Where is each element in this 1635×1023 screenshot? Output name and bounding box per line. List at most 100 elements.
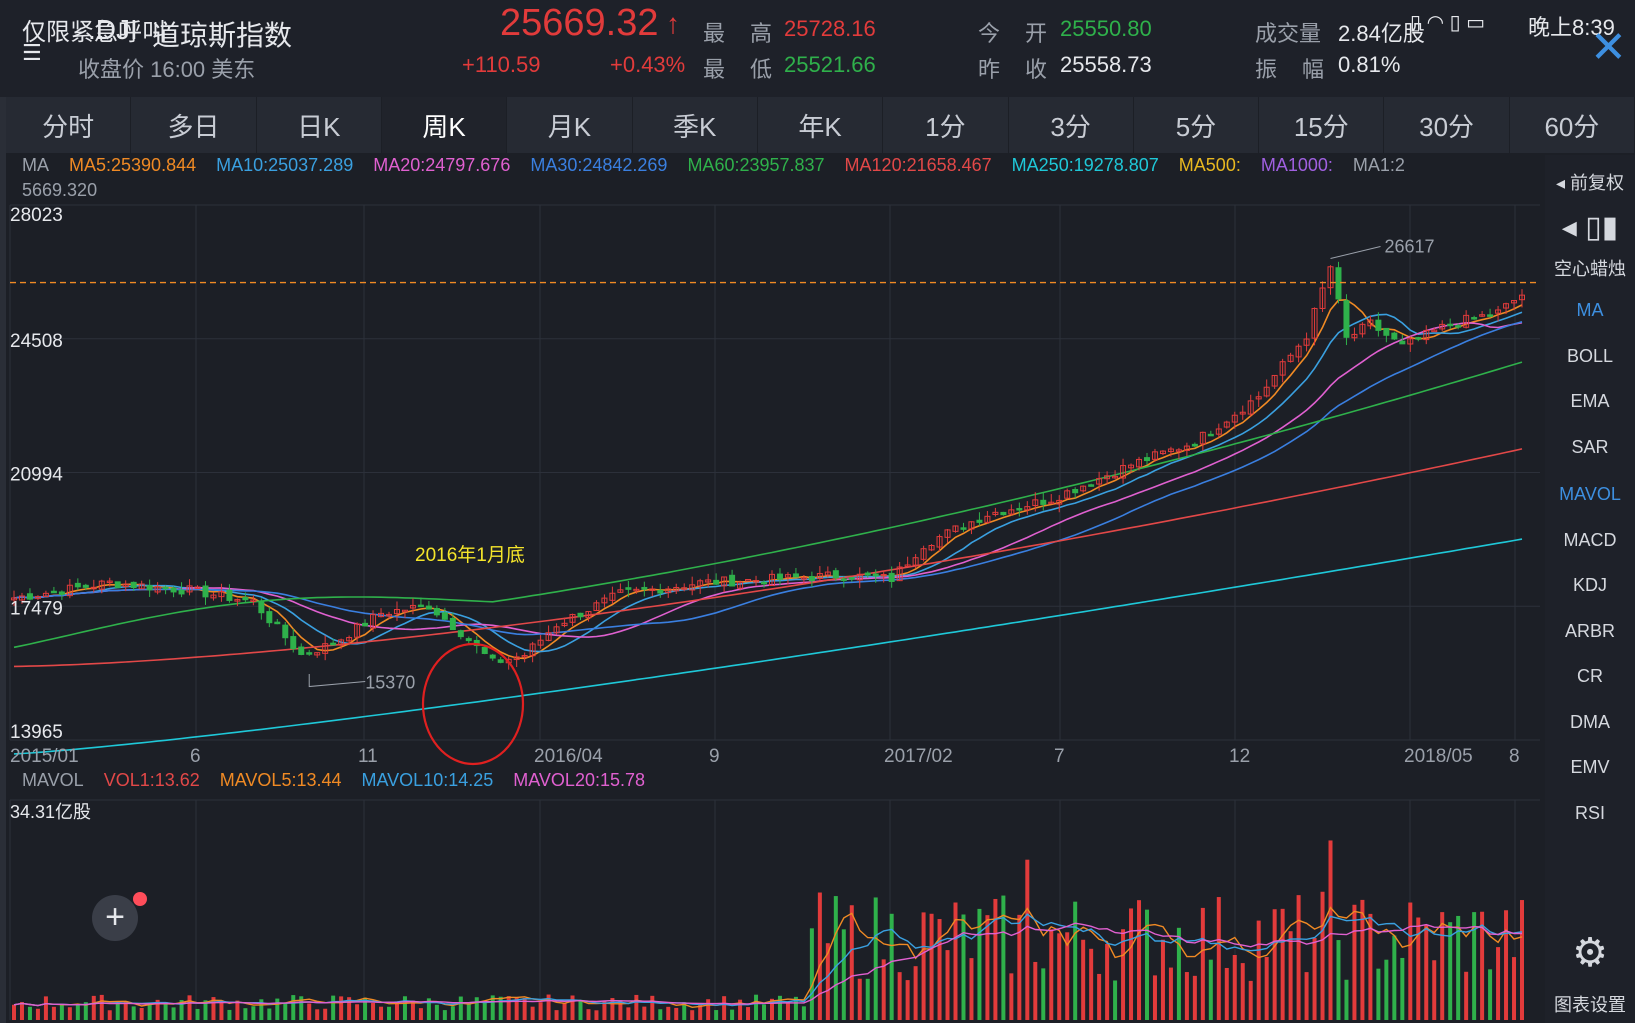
candle-body	[784, 574, 791, 578]
volume-legend-item: MAVOL5:13.44	[219, 770, 342, 790]
tab-8[interactable]: 3分	[1009, 97, 1134, 153]
candle-body	[1040, 499, 1047, 505]
volume-bar	[251, 1006, 256, 1020]
prev-close-label-2: 收	[1025, 57, 1048, 82]
indicator-sar[interactable]: SAR	[1571, 436, 1609, 457]
candle-body	[697, 580, 704, 587]
indicator-kdj[interactable]: KDJ	[1572, 575, 1607, 595]
volume-bar	[841, 929, 846, 1020]
chart-settings-label[interactable]: 图表设置	[1554, 995, 1626, 1015]
candle-body	[1343, 300, 1350, 338]
candle-body	[1088, 484, 1095, 487]
time-axis-label: 2018/05	[1404, 746, 1473, 767]
tab-2[interactable]: 日K	[257, 97, 382, 153]
restore-label: 前复权	[1570, 173, 1625, 193]
volume-bar	[211, 997, 216, 1020]
tab-4[interactable]: 月K	[507, 97, 633, 153]
volume-bar	[379, 1006, 384, 1020]
volume-bar	[953, 902, 958, 1020]
indicator-dma[interactable]: DMA	[1570, 711, 1610, 732]
candle-body	[641, 586, 648, 590]
volume-bar	[769, 998, 774, 1020]
tab-11[interactable]: 30分	[1384, 97, 1510, 153]
volume-bar	[1320, 891, 1325, 1020]
volume-bar	[1105, 943, 1110, 1020]
volume-bar	[1168, 967, 1173, 1020]
candle-body	[689, 584, 696, 591]
add-button[interactable]: +	[92, 895, 138, 941]
candle-body	[1000, 511, 1007, 516]
tab-6[interactable]: 年K	[758, 97, 884, 153]
candle-body	[1231, 414, 1238, 423]
candle-style-icon[interactable]: ◂ ▯▮	[1561, 211, 1619, 244]
indicator-ema[interactable]: EMA	[1570, 391, 1610, 411]
low-marker-label: 15370	[365, 673, 415, 693]
candle-body	[1431, 329, 1438, 333]
volume-bar	[801, 1006, 806, 1020]
tab-7[interactable]: 1分	[883, 97, 1009, 153]
volume-bar	[642, 1006, 647, 1020]
close-icon[interactable]: ✕	[1590, 23, 1627, 72]
kline-chart[interactable]: 28023 24508 20994 17479 13965 2015/01 6 11 2016/…	[0, 0, 1545, 1023]
candle-body	[984, 515, 991, 523]
candle-body	[904, 564, 911, 567]
price-axis-label: 28023	[10, 205, 63, 226]
tab-9[interactable]: 5分	[1134, 97, 1260, 153]
price-up-arrow-icon: ↑	[666, 8, 680, 39]
volume-legend-item: MAVOL20:15.78	[513, 770, 646, 790]
candle-body	[290, 636, 297, 650]
candle-body	[705, 579, 712, 583]
indicator-emv[interactable]: EMV	[1570, 757, 1610, 777]
candle-body	[896, 566, 903, 582]
ma-legend-item: MA1000:	[1260, 155, 1333, 175]
price-axis-label: 13965	[10, 722, 63, 743]
candle-body	[816, 573, 823, 579]
indicator-boll[interactable]: BOLL	[1566, 345, 1614, 366]
time-axis-label: 2015/01	[10, 746, 79, 767]
settings-gear-icon[interactable]: ⚙	[1572, 931, 1608, 975]
indicator-macd[interactable]: MACD	[1563, 529, 1617, 550]
index-code: .DJI	[88, 14, 138, 45]
volume-bar	[1472, 912, 1477, 1020]
volume-bar	[754, 994, 759, 1020]
indicator-cr[interactable]: CR	[1577, 666, 1603, 686]
tab-5[interactable]: 季K	[633, 97, 758, 153]
volume-bar	[1144, 909, 1149, 1020]
candle-body	[1191, 443, 1198, 447]
indicator-mavol[interactable]: MAVOL	[1559, 484, 1621, 504]
candle-style-label[interactable]: 空心蜡烛	[1554, 259, 1626, 279]
candle-body	[66, 584, 73, 597]
tab-1[interactable]: 多日	[131, 97, 257, 153]
volume-bar	[1464, 971, 1469, 1020]
indicator-ma[interactable]: MA	[1576, 300, 1604, 320]
index-name: 道琼斯指数	[152, 20, 293, 51]
volume-bar	[785, 1001, 790, 1020]
candle-body	[1159, 450, 1166, 455]
volume-bar	[291, 995, 296, 1020]
volume-bar	[666, 1006, 671, 1020]
volume-bar	[482, 1001, 487, 1020]
ma-legend-item: MA30:24842.269	[530, 155, 668, 175]
volume-bar	[347, 997, 352, 1020]
indicator-arbr[interactable]: ARBR	[1564, 620, 1615, 641]
volume-bar	[1264, 957, 1269, 1020]
ma-legend-item: MA10:25037.289	[216, 155, 354, 175]
tab-0[interactable]: 分时	[6, 97, 132, 153]
menu-icon[interactable]: ☰	[22, 40, 42, 65]
candle-body	[401, 609, 408, 613]
indicator-rsi[interactable]: RSI	[1574, 802, 1605, 823]
candle-body	[888, 572, 895, 583]
low-marker-line	[308, 673, 366, 688]
price-axis-label: 17479	[10, 598, 63, 619]
candle-body	[282, 624, 289, 639]
ma-line-250	[13, 538, 1523, 755]
candle-body	[729, 574, 736, 587]
volume-bar	[530, 1006, 535, 1020]
volume-bar	[1160, 939, 1165, 1020]
restore-toggle[interactable]: ◂ 前复权	[1555, 173, 1625, 193]
tab-3[interactable]: 周K	[381, 97, 508, 153]
tab-10[interactable]: 15分	[1259, 97, 1385, 153]
candle-body	[146, 585, 153, 591]
volume-bar	[873, 897, 878, 1020]
volume-bar	[426, 998, 431, 1020]
